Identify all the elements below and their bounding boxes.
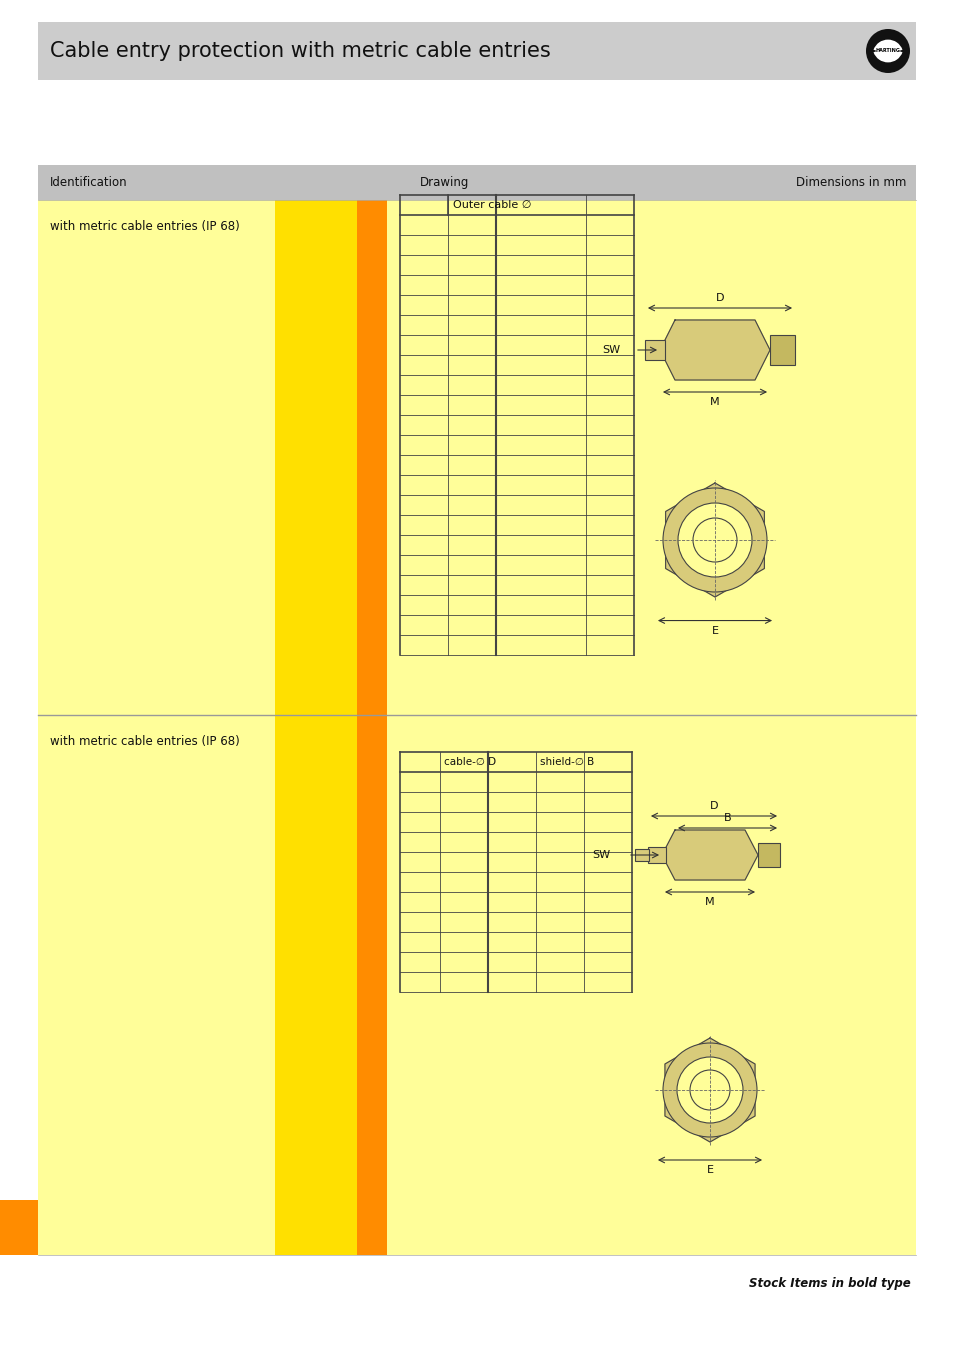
Circle shape	[678, 504, 751, 576]
Bar	[635, 849, 648, 861]
Bar	[644, 340, 664, 360]
Bar	[758, 842, 780, 867]
Text: E: E	[706, 1165, 713, 1174]
Bar	[0, 1200, 38, 1256]
Text: with metric cable entries (IP 68): with metric cable entries (IP 68)	[50, 220, 239, 234]
Text: Drawing: Drawing	[419, 176, 469, 189]
Polygon shape	[659, 320, 769, 379]
Text: M: M	[709, 397, 720, 406]
Text: E: E	[711, 625, 718, 636]
Bar	[769, 335, 794, 365]
Text: SW: SW	[601, 346, 619, 355]
Bar	[38, 22, 915, 80]
Circle shape	[689, 1071, 729, 1110]
Text: HARTING: HARTING	[875, 49, 900, 54]
Text: Dimensions in mm: Dimensions in mm	[795, 176, 905, 189]
Bar	[38, 200, 915, 1256]
Text: D: D	[709, 801, 718, 811]
Text: Identification: Identification	[50, 176, 128, 189]
Circle shape	[692, 518, 737, 562]
Bar	[647, 846, 665, 863]
Circle shape	[865, 28, 909, 73]
Polygon shape	[661, 830, 758, 880]
Bar	[38, 165, 915, 200]
Bar	[356, 200, 387, 1256]
Circle shape	[677, 1057, 742, 1123]
Text: Outer cable ∅: Outer cable ∅	[453, 200, 531, 211]
Text: M: M	[704, 896, 714, 907]
Bar	[274, 200, 356, 1256]
Text: D: D	[715, 293, 723, 302]
Polygon shape	[665, 483, 763, 597]
Text: SW: SW	[591, 850, 609, 860]
Wedge shape	[873, 47, 902, 62]
Text: cable-∅ D: cable-∅ D	[443, 757, 496, 767]
Polygon shape	[664, 1038, 754, 1142]
Text: Cable entry protection with metric cable entries: Cable entry protection with metric cable…	[50, 40, 550, 61]
Text: shield-∅ B: shield-∅ B	[539, 757, 594, 767]
Circle shape	[662, 1044, 757, 1137]
Text: with metric cable entries (IP 68): with metric cable entries (IP 68)	[50, 734, 239, 748]
Text: B: B	[723, 813, 731, 823]
Circle shape	[662, 487, 766, 593]
Wedge shape	[873, 39, 902, 55]
Text: Stock Items in bold type: Stock Items in bold type	[748, 1277, 910, 1291]
